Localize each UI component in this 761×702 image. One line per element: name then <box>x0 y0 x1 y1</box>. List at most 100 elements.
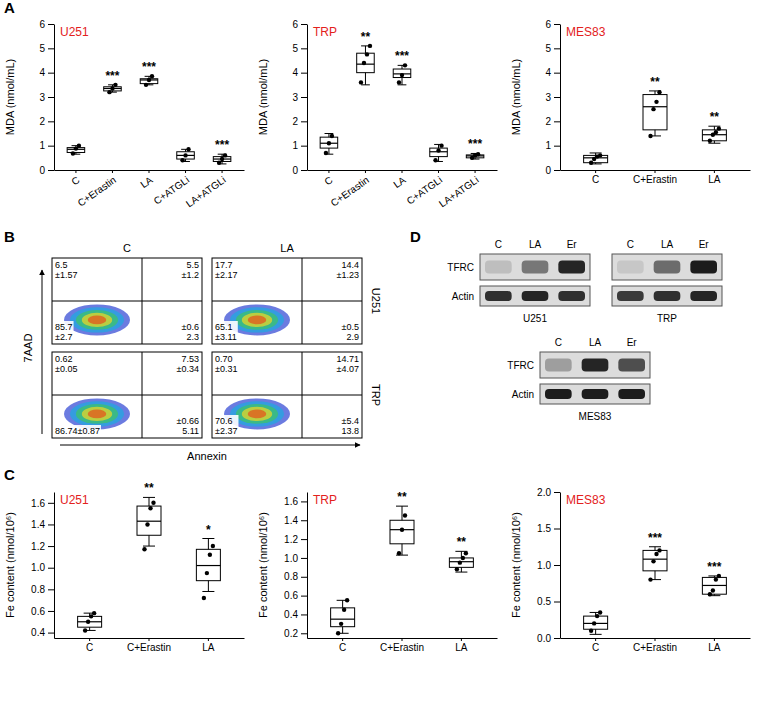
y-tick: 0 <box>292 165 307 176</box>
point <box>92 611 96 615</box>
point <box>83 628 87 632</box>
y-tick-mark <box>48 121 54 122</box>
density-cloud <box>242 407 272 421</box>
y-tick-label: 4 <box>39 67 45 78</box>
point <box>220 157 224 161</box>
density-cloud <box>82 407 112 421</box>
density-cloud <box>248 410 266 419</box>
x-tick: C <box>592 170 599 185</box>
lane-label: Er <box>699 239 710 250</box>
box <box>643 95 667 130</box>
y-tick: 1.0 <box>31 562 54 573</box>
y-tick: 1.6 <box>31 498 54 509</box>
quadrant-value: ±2.17 <box>215 270 237 280</box>
x-axis: CC+ErastinLA <box>561 170 751 185</box>
label-patch <box>181 259 200 281</box>
box <box>196 549 220 580</box>
point <box>397 80 401 84</box>
point <box>595 614 599 618</box>
box <box>390 520 414 544</box>
point <box>345 598 349 602</box>
y-tick: 0.4 <box>284 609 307 620</box>
y-tick: 4 <box>39 67 54 78</box>
y-tick-label: 1.4 <box>284 515 298 526</box>
y-tick-label: 1 <box>292 140 298 151</box>
point <box>436 148 440 152</box>
point <box>648 134 652 138</box>
marks <box>78 497 221 632</box>
y-tick: 0 <box>545 165 560 176</box>
y-tick-mark <box>554 638 560 639</box>
y-tick-label: 0.4 <box>284 609 298 620</box>
point <box>711 588 715 592</box>
point <box>717 126 721 130</box>
column-head: LA <box>280 242 294 254</box>
significance: ** <box>397 490 407 504</box>
marks <box>584 547 727 635</box>
point <box>86 620 90 624</box>
x-tick-label: C+Erastin <box>127 642 171 653</box>
x-axis: CC+ErastinLAC+ATGLiLA+ATGLi <box>55 170 245 209</box>
x-tick-label: C+Erastin <box>633 174 677 185</box>
quadrant-value: ±1.23 <box>337 270 359 280</box>
flow-plot: 0.62±0.057.53±0.3486.74±0.87±0.665.11 <box>52 352 202 438</box>
y-tick-label: 5 <box>545 43 551 54</box>
y-tick-mark <box>48 48 54 49</box>
point <box>433 158 437 162</box>
x-tick: C+Erastin <box>329 170 372 209</box>
y-axis-line <box>307 493 308 639</box>
x-tick: C+Erastin <box>76 170 119 209</box>
x-tick: C+Erastin <box>127 638 171 653</box>
point <box>144 83 148 87</box>
point <box>113 83 117 87</box>
x-tick: LA+ATGLi <box>437 170 481 209</box>
significance: *** <box>395 49 409 63</box>
y-tick: 0.8 <box>31 584 54 595</box>
band <box>654 291 681 301</box>
y-axis-title: Fe content (nmol/10⁶) <box>510 512 522 618</box>
quadrant-line <box>52 301 202 302</box>
band <box>617 291 644 301</box>
y-tick-mark <box>301 633 307 634</box>
quadrant-value: ±4.07 <box>337 364 359 374</box>
y-tick: 6 <box>545 19 560 30</box>
density-cloud <box>64 398 130 429</box>
label-patch <box>54 321 74 343</box>
plot-frame <box>212 352 362 438</box>
point <box>461 556 465 560</box>
y-tick-mark <box>48 73 54 74</box>
band <box>618 389 645 399</box>
x-tick: LA+ATGLi <box>184 170 228 209</box>
y-tick-label: 2 <box>545 116 551 127</box>
point <box>142 547 146 551</box>
panel-letter: B <box>4 228 15 245</box>
y-tick-mark <box>301 520 307 521</box>
y-tick-mark <box>554 24 560 25</box>
x-tick-mark <box>208 638 209 641</box>
blot-label: TRP <box>657 313 677 324</box>
y-tick-label: 2 <box>292 116 298 127</box>
point <box>458 560 462 564</box>
point <box>223 153 227 157</box>
point <box>180 158 184 162</box>
y-tick: 0.6 <box>284 590 307 601</box>
quadrant-value: 14.4 <box>341 260 359 270</box>
y-tick: 0.2 <box>284 628 307 639</box>
x-tick-label: C+Erastin <box>633 642 677 653</box>
y-tick-label: 1.2 <box>284 534 298 545</box>
y-tick-label: 0 <box>39 165 45 176</box>
y-tick-label: 5 <box>39 43 45 54</box>
quadrant-value: 7.53 <box>181 354 199 364</box>
y-tick-label: 1.0 <box>284 553 298 564</box>
x-tick-mark <box>342 638 343 641</box>
label-patch <box>214 259 238 281</box>
y-axis-line <box>560 493 561 639</box>
box <box>137 506 161 535</box>
density-cloud <box>230 307 284 332</box>
point <box>208 553 212 557</box>
y-tick-label: 0.8 <box>284 571 298 582</box>
band <box>618 359 645 372</box>
point <box>403 513 407 517</box>
whisker-cap <box>361 84 370 85</box>
y-tick-mark <box>48 170 54 171</box>
